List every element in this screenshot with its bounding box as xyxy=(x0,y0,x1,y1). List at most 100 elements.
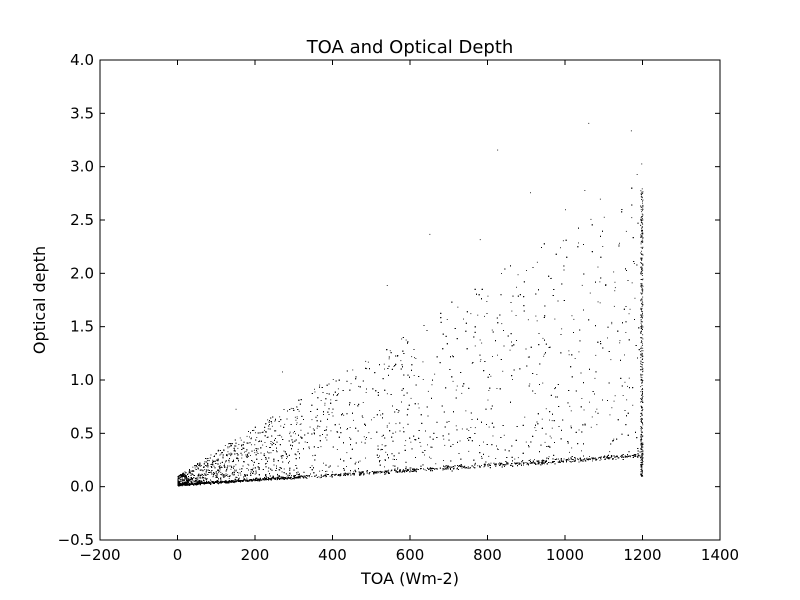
scatter-point xyxy=(589,456,590,457)
scatter-point xyxy=(213,465,215,467)
scatter-point xyxy=(463,318,464,320)
scatter-point xyxy=(442,469,444,471)
scatter-point xyxy=(185,485,187,486)
scatter-point xyxy=(298,476,300,478)
scatter-point xyxy=(283,450,285,452)
scatter-point xyxy=(525,441,527,443)
scatter-point xyxy=(444,444,446,446)
scatter-point xyxy=(434,373,436,375)
scatter-point xyxy=(592,460,593,462)
scatter-point xyxy=(570,410,572,412)
scatter-point xyxy=(581,450,582,452)
scatter-point xyxy=(622,395,624,396)
scatter-point xyxy=(274,420,276,422)
scatter-point xyxy=(578,459,580,461)
scatter-point xyxy=(343,474,345,476)
scatter-point xyxy=(367,361,369,363)
scatter-point xyxy=(296,416,298,418)
scatter-point xyxy=(581,398,583,399)
scatter-point xyxy=(421,451,423,453)
scatter-point xyxy=(205,473,207,475)
scatter-point xyxy=(417,403,419,405)
scatter-point xyxy=(621,454,622,456)
scatter-point xyxy=(220,478,221,480)
scatter-point xyxy=(217,482,218,484)
scatter-point xyxy=(220,474,222,475)
scatter-point xyxy=(380,449,382,451)
scatter-point xyxy=(296,418,298,419)
scatter-point xyxy=(520,463,522,465)
scatter-point xyxy=(633,263,635,264)
scatter-point xyxy=(227,451,229,453)
scatter-point xyxy=(337,388,339,390)
scatter-point xyxy=(332,474,334,475)
scatter-point xyxy=(591,416,593,418)
scatter-point xyxy=(202,475,204,476)
scatter-point xyxy=(276,450,277,452)
scatter-point xyxy=(196,466,198,468)
scatter-point xyxy=(355,461,357,463)
scatter-point xyxy=(546,459,547,461)
scatter-point xyxy=(567,459,569,461)
scatter-point xyxy=(539,462,541,463)
scatter-point xyxy=(488,426,490,428)
scatter-point xyxy=(368,432,370,434)
scatter-point xyxy=(624,381,626,383)
scatter-point xyxy=(392,465,394,467)
scatter-point xyxy=(613,400,615,402)
scatter-point xyxy=(474,345,476,347)
scatter-point xyxy=(537,461,539,463)
scatter-point xyxy=(596,459,597,461)
scatter-point xyxy=(228,477,230,479)
scatter-point xyxy=(614,456,615,458)
scatter-point xyxy=(288,476,289,478)
scatter-point xyxy=(296,406,298,408)
scatter-point xyxy=(255,478,257,480)
scatter-point xyxy=(281,436,283,438)
scatter-point xyxy=(625,332,627,333)
scatter-point xyxy=(625,230,627,232)
scatter-point xyxy=(483,441,484,443)
scatter-point xyxy=(338,393,339,395)
scatter-point xyxy=(370,438,372,439)
scatter-point xyxy=(425,470,427,471)
scatter-point xyxy=(501,323,503,325)
scatter-point xyxy=(228,461,230,463)
scatter-point xyxy=(183,480,185,482)
scatter-point xyxy=(586,457,588,459)
scatter-point xyxy=(267,479,269,480)
scatter-point xyxy=(491,329,493,331)
scatter-point xyxy=(384,368,385,370)
scatter-point xyxy=(179,481,181,482)
scatter-point xyxy=(239,468,241,470)
scatter-point xyxy=(195,483,197,484)
scatter-point xyxy=(245,454,247,456)
scatter-point xyxy=(618,457,620,459)
scatter-point xyxy=(218,472,220,474)
scatter-point xyxy=(198,465,199,466)
scatter-point xyxy=(606,456,607,458)
scatter-point xyxy=(201,481,203,482)
scatter-point xyxy=(429,467,431,469)
scatter-point xyxy=(227,447,229,449)
scatter-point xyxy=(498,463,499,465)
scatter-point xyxy=(203,473,205,475)
scatter-point xyxy=(295,419,297,421)
scatter-point xyxy=(596,424,598,426)
scatter-point xyxy=(217,450,219,452)
scatter-point xyxy=(487,295,489,297)
scatter-point xyxy=(180,479,182,481)
scatter-point xyxy=(230,468,232,470)
scatter-point xyxy=(260,479,261,481)
scatter-point xyxy=(468,450,470,452)
scatter-point xyxy=(410,397,412,399)
scatter-point xyxy=(403,469,404,471)
scatter-point xyxy=(359,473,361,475)
scatter-point xyxy=(235,479,237,481)
scatter-point xyxy=(411,356,413,358)
scatter-point xyxy=(315,475,317,476)
scatter-point xyxy=(597,301,599,303)
scatter-point xyxy=(522,462,524,464)
scatter-point xyxy=(615,458,617,460)
scatter-point xyxy=(613,271,615,273)
